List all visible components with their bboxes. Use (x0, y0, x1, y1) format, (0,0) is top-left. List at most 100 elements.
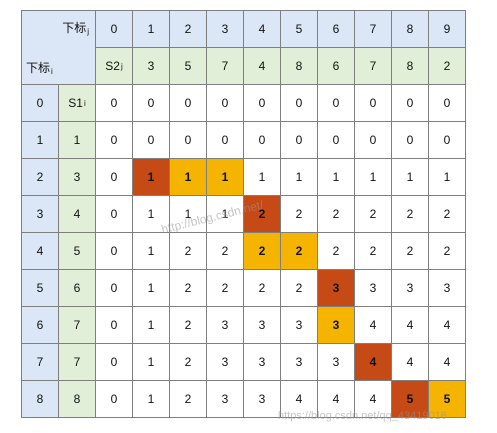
table-cell: 0 (318, 85, 355, 122)
j-index-cell: 3 (207, 11, 244, 48)
table-cell: 3 (244, 381, 281, 418)
table-cell: 3 (318, 344, 355, 381)
col-index-label: 下标j (62, 21, 89, 36)
i-index-cell: 4 (22, 233, 59, 270)
s1-value-cell: 8 (59, 381, 96, 418)
table-cell: 2 (244, 270, 281, 307)
s2-value-cell: 4 (244, 48, 281, 85)
s1-value-cell: 7 (59, 344, 96, 381)
table-cell: 2 (170, 270, 207, 307)
table-cell: 1 (281, 159, 318, 196)
table-cell: 4 (429, 344, 466, 381)
table-cell: 4 (281, 381, 318, 418)
table-cell: 2 (207, 270, 244, 307)
i-index-cell: 1 (22, 122, 59, 159)
table-cell: 0 (96, 122, 133, 159)
i-index-cell: 2 (22, 159, 59, 196)
table-cell: 1 (355, 159, 392, 196)
table-cell: 3 (392, 270, 429, 307)
table-cell: 5 (392, 381, 429, 418)
i-index-cell: 6 (22, 307, 59, 344)
table-cell: 1 (207, 159, 244, 196)
table-cell: 3 (244, 307, 281, 344)
table-cell: 2 (318, 233, 355, 270)
table-cell: 1 (133, 233, 170, 270)
j-index-cell: 4 (244, 11, 281, 48)
table-cell: 2 (170, 307, 207, 344)
table-cell: 2 (355, 196, 392, 233)
i-index-cell: 5 (22, 270, 59, 307)
table-cell: 0 (96, 270, 133, 307)
table-cell: 0 (133, 122, 170, 159)
table-cell: 1 (133, 381, 170, 418)
table-cell: 2 (281, 270, 318, 307)
table-cell: 1 (170, 159, 207, 196)
table-cell: 0 (170, 85, 207, 122)
table-cell: 2 (318, 196, 355, 233)
s1-value-cell: 7 (59, 307, 96, 344)
s2-value-cell: 8 (281, 48, 318, 85)
table-cell: 0 (133, 85, 170, 122)
table-cell: 1 (133, 307, 170, 344)
table-cell: 0 (96, 381, 133, 418)
j-index-cell: 6 (318, 11, 355, 48)
s1-value-cell: 6 (59, 270, 96, 307)
table-cell: 4 (392, 344, 429, 381)
table-cell: 2 (170, 344, 207, 381)
table-cell: 2 (355, 233, 392, 270)
table-cell: 4 (355, 344, 392, 381)
table-cell: 0 (96, 85, 133, 122)
table-cell: 0 (96, 196, 133, 233)
table-cell: 0 (429, 85, 466, 122)
j-index-cell: 8 (392, 11, 429, 48)
row-index-label: 下标i (26, 61, 53, 76)
i-index-cell: 8 (22, 381, 59, 418)
i-index-cell: 3 (22, 196, 59, 233)
table-cell: 0 (96, 233, 133, 270)
table-cell: 3 (318, 270, 355, 307)
table-cell: 0 (392, 122, 429, 159)
table-cell: 3 (207, 307, 244, 344)
j-index-cell: 0 (96, 11, 133, 48)
s2-value-cell: 7 (355, 48, 392, 85)
s2-value-cell: 8 (392, 48, 429, 85)
table-cell: 0 (244, 122, 281, 159)
s1-value-cell: 1 (59, 122, 96, 159)
table-cell: 0 (96, 344, 133, 381)
j-index-cell: 5 (281, 11, 318, 48)
s2-value-cell: 5 (170, 48, 207, 85)
table-cell: 3 (318, 307, 355, 344)
table-cell: 2 (392, 233, 429, 270)
table-cell: 1 (133, 196, 170, 233)
s2-value-cell: 2 (429, 48, 466, 85)
table-cell: 2 (244, 196, 281, 233)
table-cell: 2 (244, 233, 281, 270)
s1-value-cell: 4 (59, 196, 96, 233)
table-cell: 0 (392, 85, 429, 122)
s2-value-cell: 6 (318, 48, 355, 85)
j-index-cell: 1 (133, 11, 170, 48)
j-index-cell: 2 (170, 11, 207, 48)
table-cell: 2 (281, 233, 318, 270)
table-cell: 2 (429, 233, 466, 270)
s1-value-cell: 3 (59, 159, 96, 196)
table-cell: 5 (429, 381, 466, 418)
table-cell: 1 (170, 196, 207, 233)
table-cell: 3 (244, 344, 281, 381)
table-cell: 1 (318, 159, 355, 196)
table-cell: 3 (429, 270, 466, 307)
table-cell: 4 (355, 381, 392, 418)
table-cell: 0 (244, 85, 281, 122)
table-cell: 2 (207, 233, 244, 270)
table-cell: 4 (355, 307, 392, 344)
table-cell: 2 (392, 196, 429, 233)
table-cell: 0 (170, 122, 207, 159)
s1-value-cell: 5 (59, 233, 96, 270)
table-cell: 2 (170, 233, 207, 270)
table-cell: 1 (133, 159, 170, 196)
table-cell: 0 (207, 122, 244, 159)
table-cell: 1 (244, 159, 281, 196)
table-cell: 0 (355, 122, 392, 159)
table-cell: 1 (133, 270, 170, 307)
table-cell: 2 (429, 196, 466, 233)
